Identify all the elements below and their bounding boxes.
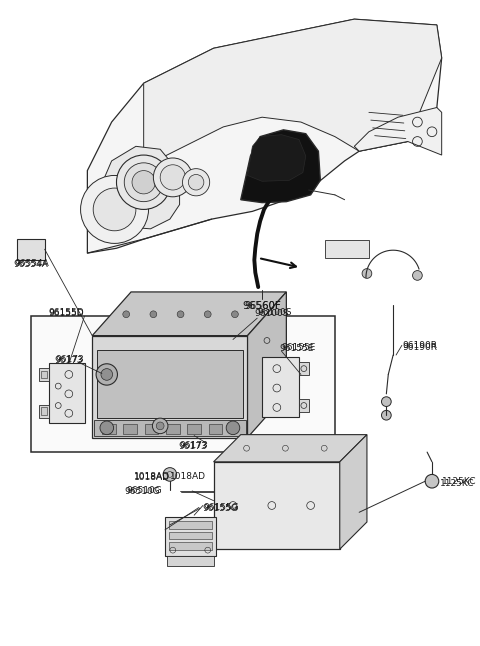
Text: 1125KC: 1125KC (440, 479, 474, 488)
Text: 96173: 96173 (179, 442, 207, 451)
Text: 96190R: 96190R (402, 343, 437, 352)
Polygon shape (97, 147, 180, 229)
Circle shape (132, 171, 156, 194)
Circle shape (154, 158, 192, 197)
Circle shape (182, 169, 210, 196)
Text: 96155E: 96155E (279, 344, 314, 353)
Text: 96190R: 96190R (403, 341, 438, 350)
Polygon shape (354, 107, 442, 155)
Circle shape (153, 418, 168, 433)
Polygon shape (248, 292, 287, 437)
Bar (92, 336, 248, 437)
Circle shape (160, 165, 185, 190)
Bar (262, 357, 299, 417)
Circle shape (156, 422, 164, 430)
Bar (102, 424, 116, 433)
Text: 1018AD: 1018AD (134, 472, 170, 481)
Bar (97, 350, 243, 418)
Circle shape (412, 271, 422, 280)
Circle shape (188, 174, 204, 190)
Text: 96560F: 96560F (243, 302, 282, 311)
Circle shape (362, 269, 372, 278)
Text: 1125KC: 1125KC (442, 477, 476, 486)
Polygon shape (241, 130, 320, 203)
Bar (48, 363, 85, 423)
Bar (17, 238, 45, 260)
Bar (169, 532, 212, 539)
Text: 96155E: 96155E (281, 343, 316, 352)
Bar (166, 424, 180, 433)
Circle shape (96, 364, 118, 385)
Text: 1018AD: 1018AD (134, 473, 170, 482)
Circle shape (226, 421, 240, 435)
Bar (31, 316, 335, 452)
Polygon shape (87, 19, 442, 253)
Text: 96560F: 96560F (244, 302, 280, 311)
Text: 96173: 96173 (54, 357, 83, 366)
Bar (41, 408, 47, 415)
Polygon shape (214, 435, 367, 462)
Circle shape (100, 421, 114, 435)
Circle shape (231, 311, 238, 318)
Text: 96155D: 96155D (48, 309, 84, 318)
Bar (169, 521, 212, 529)
Circle shape (117, 155, 171, 209)
Circle shape (204, 311, 211, 318)
Bar (167, 556, 214, 566)
Circle shape (81, 176, 148, 244)
Bar (169, 543, 212, 550)
Circle shape (93, 188, 136, 231)
Bar (299, 399, 309, 412)
Circle shape (123, 311, 130, 318)
Circle shape (124, 163, 163, 202)
Text: 1018AD: 1018AD (170, 472, 206, 481)
Text: 96155G: 96155G (202, 504, 238, 513)
Text: 96554A: 96554A (13, 260, 48, 269)
Text: 96173: 96173 (180, 441, 208, 450)
Text: 96173: 96173 (55, 355, 84, 364)
Bar (214, 462, 340, 549)
Circle shape (382, 397, 391, 406)
Circle shape (177, 311, 184, 318)
Text: 96155G: 96155G (204, 503, 240, 512)
Circle shape (101, 369, 113, 380)
Bar (165, 517, 216, 556)
Bar (41, 371, 47, 379)
Circle shape (150, 311, 157, 318)
Bar (39, 368, 48, 381)
Bar (299, 362, 309, 375)
Circle shape (382, 410, 391, 420)
Polygon shape (144, 19, 442, 171)
Bar (209, 424, 222, 433)
Polygon shape (92, 292, 287, 336)
Text: 96554A: 96554A (14, 259, 49, 268)
Bar (39, 404, 48, 418)
Circle shape (163, 468, 177, 481)
Bar (144, 424, 158, 433)
Bar (187, 424, 201, 433)
Polygon shape (340, 435, 367, 549)
Bar (123, 424, 137, 433)
Text: 96155D: 96155D (48, 308, 84, 317)
Circle shape (425, 474, 439, 488)
Text: 96100S: 96100S (254, 309, 289, 318)
Text: 96100S: 96100S (257, 308, 292, 317)
Bar (94, 420, 246, 435)
Text: 96510G: 96510G (126, 486, 162, 495)
Text: 96510G: 96510G (124, 487, 160, 496)
Polygon shape (248, 134, 306, 182)
Bar (325, 240, 369, 258)
